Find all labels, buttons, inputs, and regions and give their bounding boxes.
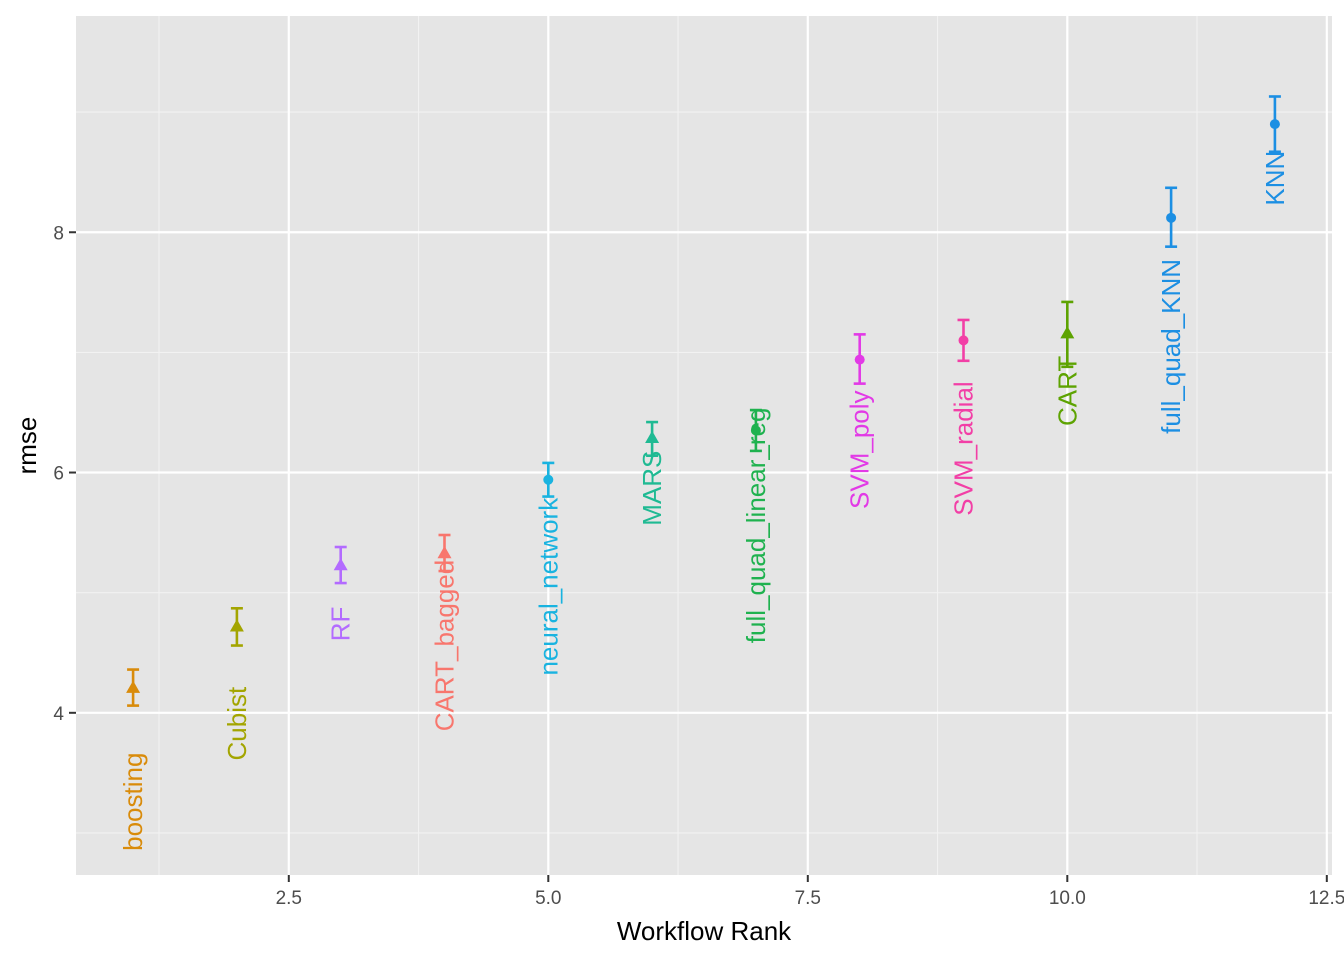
- point-marker: [958, 335, 969, 346]
- point-label: MARS: [637, 451, 667, 526]
- y-axis: 4 6 8: [53, 223, 76, 725]
- point-marker: [437, 546, 452, 559]
- point-label: RF: [326, 607, 356, 642]
- plot-panel: [76, 16, 1332, 875]
- x-axis-title: Workflow Rank: [617, 916, 792, 946]
- x-tick-label: 7.5: [795, 888, 821, 909]
- y-axis-title: rmse: [12, 417, 42, 475]
- grid-major: [76, 16, 1332, 875]
- point-marker: [645, 430, 660, 443]
- point-label: KNN: [1260, 151, 1290, 206]
- y-tick-label: 4: [53, 704, 64, 725]
- point-label: SVM_poly: [845, 390, 875, 509]
- point-label: CART: [1052, 356, 1082, 426]
- x-axis: 2.5 5.0 7.5 10.0 12.5: [276, 875, 1344, 909]
- markers: [126, 119, 1280, 693]
- point-marker: [1060, 326, 1075, 339]
- point-label: full_quad_KNN: [1156, 259, 1186, 434]
- point-label: full_quad_linear_reg: [741, 408, 771, 644]
- point-marker: [333, 558, 348, 571]
- point-label: neural_network: [533, 497, 563, 676]
- point-marker: [229, 619, 244, 632]
- point-marker: [1269, 119, 1280, 130]
- point-labels: boosting Cubist RF CART_bagged neural_networ…: [118, 151, 1290, 851]
- point-label: Cubist: [222, 686, 252, 760]
- point-marker: [126, 680, 141, 693]
- point-marker: [1166, 212, 1177, 223]
- x-tick-label: 12.5: [1308, 888, 1344, 909]
- y-tick-label: 8: [53, 223, 64, 244]
- point-marker: [750, 425, 761, 436]
- point-marker: [854, 354, 865, 365]
- point-label: CART_bagged: [429, 560, 459, 732]
- y-tick-label: 6: [53, 464, 64, 485]
- point-marker: [543, 474, 554, 485]
- grid-minor: [76, 16, 1332, 875]
- point-label: boosting: [118, 753, 148, 851]
- x-tick-label: 10.0: [1049, 888, 1086, 909]
- x-tick-label: 5.0: [535, 888, 561, 909]
- point-label: SVM_radial: [949, 381, 979, 515]
- x-tick-label: 2.5: [276, 888, 302, 909]
